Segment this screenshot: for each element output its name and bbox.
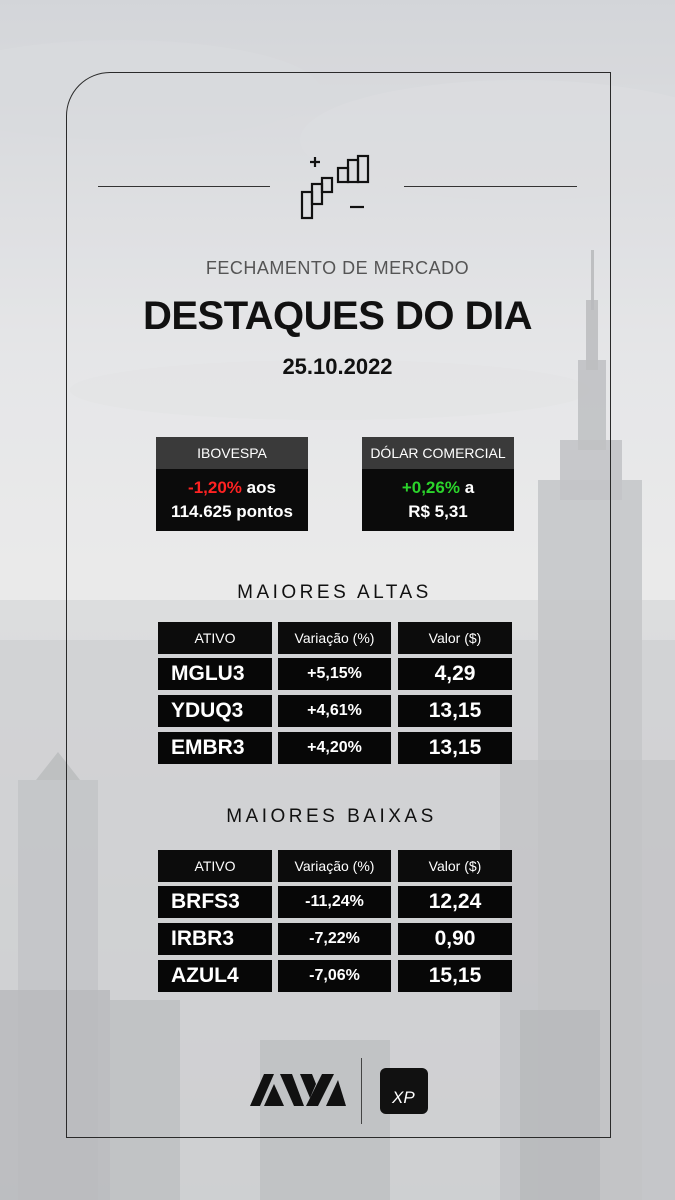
xp-logo: XP <box>380 1068 428 1114</box>
section-title-baixas: MAIORES BAIXAS <box>226 806 437 827</box>
cell-variacao: +4,20% <box>278 732 391 764</box>
table-altas: ATIVO Variação (%) Valor ($) MGLU3 +5,15… <box>158 622 513 769</box>
section-title-altas: MAIORES ALTAS <box>237 582 432 603</box>
table-row: EMBR3 +4,20% 13,15 <box>158 732 513 769</box>
cell-valor: 0,90 <box>398 923 512 955</box>
cell-ativo: MGLU3 <box>158 658 272 690</box>
table-row: YDUQ3 +4,61% 13,15 <box>158 695 513 732</box>
index-card-label: IBOVESPA <box>156 437 308 469</box>
table-header: ATIVO Variação (%) Valor ($) <box>158 622 513 658</box>
header-ativo: ATIVO <box>158 622 272 654</box>
divider-left <box>98 186 270 187</box>
cell-valor: 13,15 <box>398 695 512 727</box>
cell-valor: 12,24 <box>398 886 512 918</box>
xp-logo-text: XP <box>392 1088 415 1107</box>
header-ativo: ATIVO <box>158 850 272 882</box>
index-card-label: DÓLAR COMERCIAL <box>362 437 514 469</box>
index-card-body: +0,26% a R$ 5,31 <box>362 469 514 531</box>
index-value: R$ 5,31 <box>408 502 468 521</box>
index-connector: aos <box>241 478 276 497</box>
index-card-body: -1,20% aos 114.625 pontos <box>156 469 308 531</box>
cell-ativo: EMBR3 <box>158 732 272 764</box>
header-valor: Valor ($) <box>398 850 512 882</box>
index-change: -1,20% <box>188 478 242 497</box>
table-row: AZUL4 -7,06% 15,15 <box>158 960 513 997</box>
header-valor: Valor ($) <box>398 622 512 654</box>
index-change: +0,26% <box>401 478 460 497</box>
avm-logo <box>250 1074 346 1106</box>
index-value: 114.625 pontos <box>171 502 293 521</box>
divider-right <box>404 186 577 187</box>
subtitle: FECHAMENTO DE MERCADO <box>205 258 470 278</box>
cell-valor: 4,29 <box>398 658 512 690</box>
header-variacao: Variação (%) <box>278 622 391 654</box>
logo-separator <box>361 1058 362 1124</box>
cell-variacao: +5,15% <box>278 658 391 690</box>
cell-ativo: IRBR3 <box>158 923 272 955</box>
cell-variacao: +4,61% <box>278 695 391 727</box>
cell-variacao: -7,06% <box>278 960 391 992</box>
cell-valor: 13,15 <box>398 732 512 764</box>
market-up-down-icon <box>300 154 370 220</box>
cell-valor: 15,15 <box>398 960 512 992</box>
index-connector: a <box>459 478 475 497</box>
index-card-dolar: DÓLAR COMERCIAL +0,26% a R$ 5,31 <box>362 437 514 531</box>
cell-variacao: -7,22% <box>278 923 391 955</box>
content-frame <box>66 72 611 1138</box>
header-variacao: Variação (%) <box>278 850 391 882</box>
table-row: IRBR3 -7,22% 0,90 <box>158 923 513 960</box>
cell-ativo: YDUQ3 <box>158 695 272 727</box>
table-row: BRFS3 -11,24% 12,24 <box>158 886 513 923</box>
cell-variacao: -11,24% <box>278 886 391 918</box>
table-row: MGLU3 +5,15% 4,29 <box>158 658 513 695</box>
date-label: 25.10.2022 <box>282 354 393 379</box>
index-card-ibovespa: IBOVESPA -1,20% aos 114.625 pontos <box>156 437 308 531</box>
table-baixas: ATIVO Variação (%) Valor ($) BRFS3 -11,2… <box>158 850 513 997</box>
cell-ativo: BRFS3 <box>158 886 272 918</box>
table-header: ATIVO Variação (%) Valor ($) <box>158 850 513 886</box>
cell-ativo: AZUL4 <box>158 960 272 992</box>
page-title: DESTAQUES DO DIA <box>142 294 533 338</box>
